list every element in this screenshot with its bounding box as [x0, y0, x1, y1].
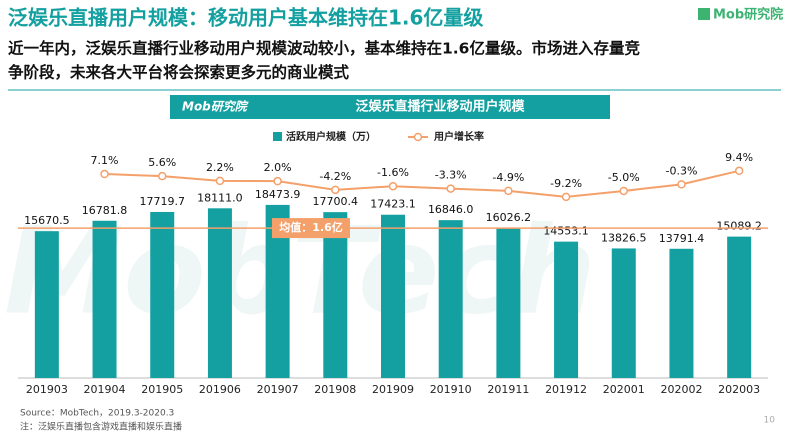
legend-swatch	[273, 132, 282, 141]
bar	[438, 220, 463, 378]
data-label: -5.0%	[608, 171, 640, 184]
legend-label: 活跃用户规模（万）	[286, 130, 376, 143]
line-point	[561, 192, 571, 202]
bar	[34, 231, 59, 378]
title: 泛娱乐直播用户规模：移动用户基本维持在1.6亿量级	[8, 6, 483, 30]
data-label: 2.0%	[264, 161, 292, 174]
data-label: -0.3%	[666, 164, 698, 177]
bar	[669, 248, 694, 378]
x-tick-label: 202002	[660, 383, 702, 396]
line-point	[100, 169, 109, 179]
data-label: 18473.9	[255, 188, 301, 201]
line	[104, 169, 740, 198]
note: 注：泛娱乐直播包含游戏直播和娱乐直播	[20, 421, 182, 433]
line-point	[446, 184, 455, 193]
data-label: -1.6%	[377, 166, 409, 179]
line-point	[504, 186, 513, 196]
x-tick-label: 201912	[545, 383, 587, 396]
line-point	[677, 180, 686, 189]
x-tick-label: 201905	[141, 383, 183, 396]
data-label: 17423.1	[370, 198, 416, 211]
x-tick-label: 201908	[314, 383, 356, 396]
data-label: 16026.2	[486, 211, 532, 224]
banner	[170, 95, 610, 119]
x-tick-label: 201910	[430, 383, 472, 396]
bar	[496, 227, 521, 378]
line-point	[388, 181, 398, 191]
subtitle: 争阶段，未来各大平台将会探索更多元的商业模式	[8, 63, 350, 82]
page-number: 10	[764, 416, 776, 426]
x-tick-label: 201903	[26, 383, 68, 396]
bar	[554, 241, 579, 378]
data-label: 18111.0	[197, 191, 243, 204]
bar	[727, 236, 752, 378]
x-tick-label: 201909	[372, 383, 414, 396]
data-label: 16846.0	[428, 203, 474, 216]
data-label: -4.2%	[319, 170, 351, 183]
data-label: 17719.7	[139, 195, 185, 208]
line-point	[157, 171, 167, 181]
x-tick-label: 201906	[199, 383, 241, 396]
x-tick-label: 201904	[84, 383, 126, 396]
logo-icon	[698, 8, 710, 20]
data-label: 2.2%	[206, 161, 234, 174]
line-point	[273, 176, 282, 186]
logo: Mob研究院	[713, 7, 783, 23]
bar	[92, 220, 117, 378]
data-label: 15089.2	[716, 220, 762, 233]
x-tick-label: 201911	[487, 383, 529, 396]
data-label: -3.3%	[435, 169, 467, 182]
line-point	[619, 186, 629, 196]
bar	[207, 208, 232, 378]
line-point	[215, 176, 225, 186]
bar	[611, 248, 636, 378]
average-label: 均值：1.6亿	[279, 220, 343, 234]
source: Source：MobTech，2019.3-2020.3	[20, 409, 174, 419]
line-point	[331, 185, 340, 195]
data-label: 17700.4	[313, 195, 359, 208]
bar	[323, 212, 348, 378]
data-label: -4.9%	[492, 171, 524, 184]
bar	[381, 214, 405, 378]
data-label: 14553.1	[543, 225, 589, 238]
data-label: 13791.4	[659, 232, 705, 245]
x-tick-label: 202001	[603, 383, 645, 396]
x-tick-label: 201907	[257, 383, 299, 396]
chart-title: 泛娱乐直播行业移动用户规模	[355, 99, 525, 115]
average-box	[272, 218, 350, 239]
legend-label: 用户增长率	[433, 130, 484, 143]
subtitle: 近一年内，泛娱乐直播行业移动用户规模波动较小，基本维持在1.6亿量级。市场进入存…	[8, 39, 640, 58]
x-tick-label: 202003	[718, 383, 760, 396]
data-label: 9.4%	[725, 151, 753, 164]
bar	[150, 211, 175, 378]
line-point	[734, 166, 744, 176]
data-label: 5.6%	[148, 156, 176, 169]
banner-logo: Mob研究院	[182, 100, 249, 114]
data-label: 16781.8	[82, 204, 128, 217]
data-label: 13826.5	[601, 231, 647, 244]
legend-swatch	[413, 132, 423, 142]
data-label: 7.1%	[91, 154, 119, 167]
data-label: 15670.5	[24, 214, 70, 227]
data-label: -9.2%	[550, 177, 582, 190]
